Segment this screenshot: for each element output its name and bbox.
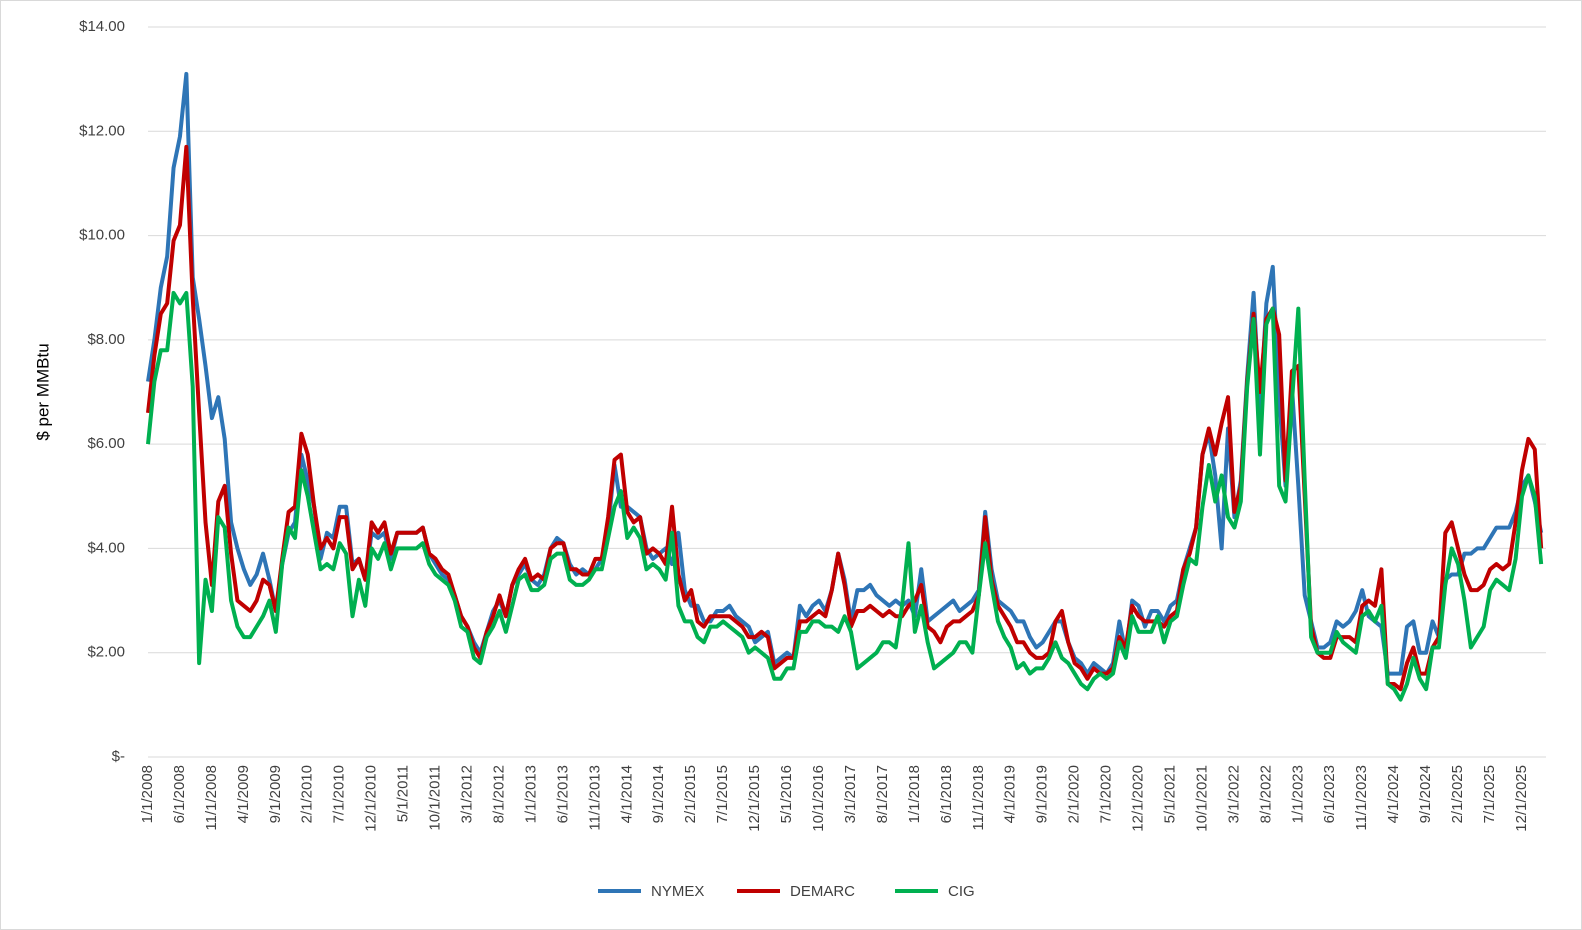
x-tick-label: 7/1/2010 bbox=[331, 765, 348, 823]
x-tick-label: 1/1/2013 bbox=[522, 765, 539, 823]
x-tick-label: 9/1/2024 bbox=[1417, 765, 1434, 823]
x-tick-label: 6/1/2013 bbox=[554, 765, 571, 823]
x-tick-label: 6/1/2023 bbox=[1321, 765, 1338, 823]
x-tick-label: 8/1/2012 bbox=[490, 765, 507, 823]
x-tick-label: 12/1/2015 bbox=[746, 765, 763, 832]
x-tick-label: 11/1/2008 bbox=[203, 765, 220, 831]
x-tick-label: 2/1/2015 bbox=[682, 765, 699, 823]
x-tick-label: 3/1/2017 bbox=[842, 765, 859, 823]
x-tick-label: 7/1/2015 bbox=[714, 765, 731, 823]
x-tick-label: 2/1/2020 bbox=[1066, 765, 1083, 823]
x-tick-label: 8/1/2022 bbox=[1257, 765, 1274, 823]
x-tick-label: 11/1/2023 bbox=[1353, 765, 1370, 831]
x-tick-label: 6/1/2018 bbox=[938, 765, 955, 823]
x-tick-label: 4/1/2009 bbox=[235, 765, 252, 823]
x-tick-label: 12/1/2010 bbox=[363, 765, 380, 832]
y-tick-label: $8.00 bbox=[87, 331, 125, 348]
x-tick-label: 6/1/2008 bbox=[171, 765, 188, 823]
y-axis-label: $ per MMBtu bbox=[33, 343, 52, 440]
x-tick-label: 2/1/2025 bbox=[1449, 765, 1466, 823]
x-tick-label: 11/1/2013 bbox=[586, 765, 603, 831]
x-tick-label: 5/1/2011 bbox=[395, 765, 412, 822]
x-tick-label: 11/1/2018 bbox=[970, 765, 987, 831]
x-tick-label: 3/1/2012 bbox=[459, 765, 476, 823]
x-tick-label: 5/1/2016 bbox=[778, 765, 795, 823]
x-tick-label: 12/1/2020 bbox=[1130, 765, 1147, 832]
y-tick-label: $4.00 bbox=[87, 539, 125, 556]
x-tick-label: 4/1/2019 bbox=[1002, 765, 1019, 823]
x-tick-label: 7/1/2020 bbox=[1098, 765, 1115, 823]
x-tick-label: 2/1/2010 bbox=[299, 765, 316, 823]
x-tick-label: 4/1/2024 bbox=[1385, 765, 1402, 823]
x-tick-label: 10/1/2011 bbox=[427, 765, 444, 831]
y-tick-label: $12.00 bbox=[79, 122, 125, 139]
x-tick-label: 8/1/2017 bbox=[874, 765, 891, 823]
x-tick-label: 12/1/2025 bbox=[1513, 765, 1530, 832]
x-tick-label: 7/1/2025 bbox=[1481, 765, 1498, 823]
x-tick-label: 10/1/2016 bbox=[810, 765, 827, 832]
x-tick-label: 3/1/2022 bbox=[1225, 765, 1242, 823]
legend-label: DEMARC bbox=[790, 883, 855, 900]
series-line bbox=[146, 290, 1544, 702]
x-tick-label: 1/1/2023 bbox=[1289, 765, 1306, 823]
x-tick-label: 1/1/2018 bbox=[906, 765, 923, 823]
y-tick-label: $- bbox=[112, 748, 125, 765]
x-tick-label: 9/1/2014 bbox=[650, 765, 667, 823]
x-tick-label: 9/1/2009 bbox=[267, 765, 284, 823]
y-tick-label: $6.00 bbox=[87, 435, 125, 452]
y-tick-label: $2.00 bbox=[87, 644, 125, 661]
y-tick-label: $14.00 bbox=[79, 18, 125, 35]
x-tick-label: 4/1/2014 bbox=[618, 765, 635, 823]
x-tick-label: 10/1/2021 bbox=[1193, 765, 1210, 832]
y-tick-label: $10.00 bbox=[79, 227, 125, 244]
legend-label: CIG bbox=[948, 883, 975, 900]
legend-label: NYMEX bbox=[651, 883, 704, 900]
x-tick-label: 9/1/2019 bbox=[1034, 765, 1051, 823]
x-tick-label: 1/1/2008 bbox=[139, 765, 156, 823]
x-tick-label: 5/1/2021 bbox=[1161, 765, 1178, 823]
